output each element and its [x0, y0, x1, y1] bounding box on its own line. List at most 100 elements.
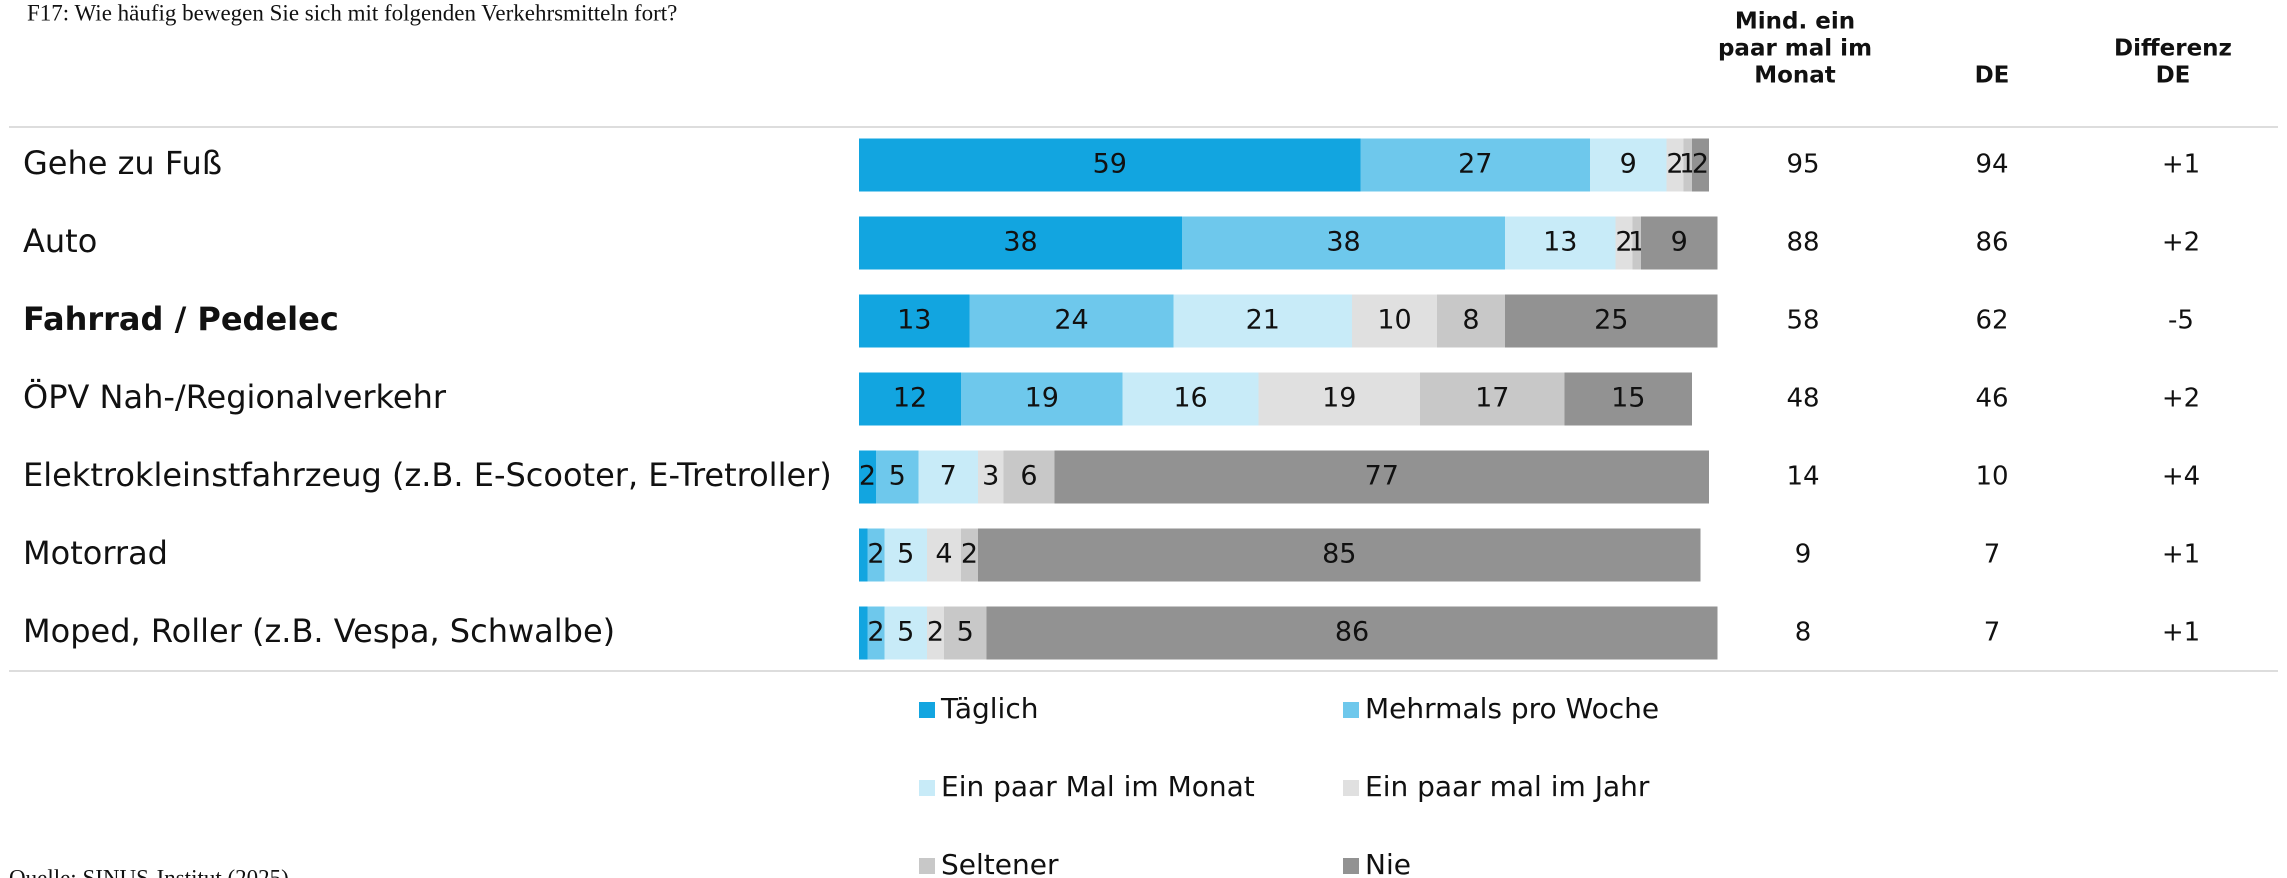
category-label: Auto	[23, 222, 97, 260]
legend-label: Täglich	[940, 692, 1038, 725]
data-label: 7	[940, 461, 957, 492]
bar-segment	[884, 606, 927, 660]
data-label: 19	[1025, 383, 1059, 414]
bar-segment	[944, 606, 987, 660]
bar-segment	[859, 294, 970, 348]
table-cell: 14	[1786, 462, 1819, 492]
column-header: DE	[2156, 63, 2191, 89]
data-label: 5	[957, 617, 974, 648]
table-cell: 95	[1786, 150, 1819, 180]
legend-swatch	[919, 780, 935, 796]
data-label: 9	[1620, 149, 1637, 180]
table-cell: -5	[2168, 306, 2194, 336]
bar-segment	[918, 450, 978, 504]
table-cell: +1	[2162, 618, 2200, 648]
data-label: 2	[1615, 227, 1632, 258]
table-cell: +1	[2162, 540, 2200, 570]
bar-segment	[1003, 450, 1055, 504]
data-label: 16	[1173, 383, 1207, 414]
bar-segment	[859, 450, 876, 504]
bar-segment	[961, 372, 1123, 426]
data-label: 5	[889, 461, 906, 492]
table-cell: 7	[1984, 540, 2001, 570]
legend-label: Seltener	[941, 848, 1059, 878]
category-label: ÖPV Nah-/Regionalverkehr	[23, 378, 447, 416]
bar-segment	[978, 450, 1004, 504]
table-cell: +4	[2162, 462, 2200, 492]
bar-segment	[986, 606, 1718, 660]
chart-title: F17: Wie häufig bewegen Sie sich mit fol…	[27, 0, 677, 25]
category-label: Motorrad	[23, 534, 168, 572]
data-label: 27	[1458, 149, 1492, 180]
legend-swatch	[1343, 780, 1359, 796]
table-cell: 10	[1975, 462, 2008, 492]
bar-segment	[859, 138, 1361, 192]
legend-swatch	[1343, 702, 1359, 718]
bar-segment	[1173, 294, 1352, 348]
bar-segment	[884, 528, 927, 582]
data-label: 86	[1335, 617, 1369, 648]
bar-segment	[1641, 216, 1718, 270]
data-label: 6	[1020, 461, 1037, 492]
bar-segment	[1632, 216, 1641, 270]
bar-segment	[1666, 138, 1684, 192]
data-label: 2	[867, 617, 884, 648]
data-label: 38	[1003, 227, 1037, 258]
data-label: 2	[927, 617, 944, 648]
table-cell: 7	[1984, 618, 2001, 648]
table-cell: 8	[1795, 618, 1812, 648]
data-label: 85	[1322, 539, 1356, 570]
legend-label: Ein paar mal im Jahr	[1365, 770, 1650, 803]
bar-segment	[1054, 450, 1709, 504]
data-label: 13	[897, 305, 931, 336]
bar-segment	[859, 606, 868, 660]
data-label: 17	[1475, 383, 1509, 414]
bar-segment	[859, 372, 961, 426]
column-header: DE	[1975, 63, 2010, 89]
bar-segment	[1692, 138, 1709, 192]
bar-segment	[969, 294, 1174, 348]
bar-segment	[1420, 372, 1565, 426]
legend-swatch	[919, 858, 935, 874]
data-label: 13	[1543, 227, 1577, 258]
table-cell: +1	[2162, 150, 2200, 180]
legend-swatch	[919, 702, 935, 718]
bar-segment	[1360, 138, 1590, 192]
data-label: 2	[1666, 149, 1683, 180]
source: Quelle: SINUS-Institut (2025)	[9, 865, 289, 878]
table-cell: 9	[1795, 540, 1812, 570]
bar-segment	[1437, 294, 1505, 348]
data-label: 24	[1054, 305, 1088, 336]
bar-segment	[961, 528, 978, 582]
table-cell: 94	[1975, 150, 2008, 180]
table-cell: +2	[2162, 228, 2200, 258]
data-label: 2	[1692, 149, 1709, 180]
bar-segment	[1590, 138, 1667, 192]
data-label: 2	[867, 539, 884, 570]
table-cell: 48	[1786, 384, 1819, 414]
data-label: 59	[1093, 149, 1127, 180]
bar-segment	[876, 450, 919, 504]
bar-segment	[859, 528, 868, 582]
category-label: Fahrrad / Pedelec	[23, 300, 339, 338]
bar-segment	[1615, 216, 1633, 270]
data-label: 19	[1322, 383, 1356, 414]
bar-segment	[1564, 372, 1692, 426]
data-label: 10	[1377, 305, 1411, 336]
category-label: Elektrokleinstfahrzeug (z.B. E-Scooter, …	[23, 456, 832, 494]
column-header: paar mal im	[1718, 36, 1872, 62]
data-label: 25	[1594, 305, 1628, 336]
column-header: Monat	[1754, 63, 1836, 89]
data-label: 15	[1611, 383, 1645, 414]
column-header: Mind. ein	[1735, 9, 1855, 35]
data-label: 2	[961, 539, 978, 570]
data-label: 12	[893, 383, 927, 414]
bar-segment	[927, 528, 961, 582]
bar-segment	[1182, 216, 1505, 270]
data-label: 77	[1365, 461, 1399, 492]
table-cell: 46	[1975, 384, 2008, 414]
table-cell: 88	[1786, 228, 1819, 258]
bar-segment	[1122, 372, 1259, 426]
category-label: Gehe zu Fuß	[23, 144, 222, 182]
